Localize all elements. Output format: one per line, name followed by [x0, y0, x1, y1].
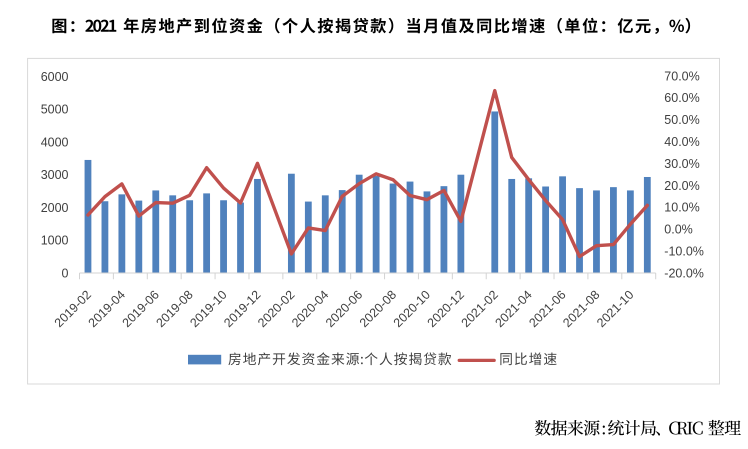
svg-text:2000: 2000 — [41, 201, 69, 215]
svg-text:40.0%: 40.0% — [664, 135, 699, 149]
svg-text:30.0%: 30.0% — [664, 157, 699, 171]
svg-text:10.0%: 10.0% — [664, 201, 699, 215]
svg-text:1000: 1000 — [41, 234, 69, 248]
svg-text:0: 0 — [62, 266, 69, 280]
svg-text:-10.0%: -10.0% — [664, 244, 704, 258]
svg-text:50.0%: 50.0% — [664, 113, 699, 127]
svg-text:3000: 3000 — [41, 168, 69, 182]
svg-text:0.0%: 0.0% — [664, 223, 693, 237]
svg-text:60.0%: 60.0% — [664, 91, 699, 105]
svg-text:70.0%: 70.0% — [664, 69, 699, 83]
svg-text:20.0%: 20.0% — [664, 179, 699, 193]
svg-text:5000: 5000 — [41, 103, 69, 117]
svg-text:4000: 4000 — [41, 135, 69, 149]
svg-text:-20.0%: -20.0% — [664, 266, 704, 280]
svg-text:6000: 6000 — [41, 70, 69, 84]
